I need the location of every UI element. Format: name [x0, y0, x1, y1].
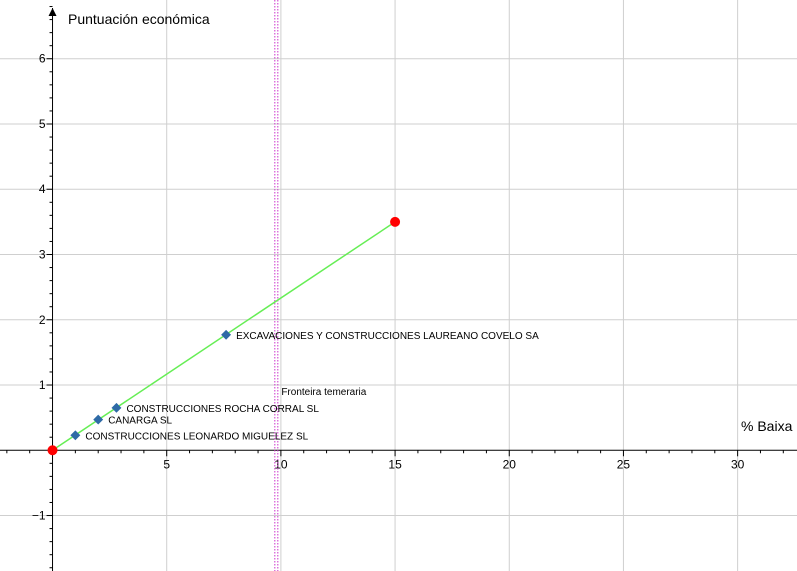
x-tick-label: 15 — [388, 457, 402, 471]
y-axis-arrow-icon — [48, 8, 57, 16]
x-tick-label: 5 — [163, 457, 170, 471]
x-tick-label: 30 — [731, 457, 745, 471]
data-point — [70, 430, 81, 441]
data-point — [221, 329, 232, 340]
data-point-label: CONSTRUCCIONES ROCHA CORRAL SL — [126, 404, 319, 415]
x-tick-label: 10 — [274, 457, 288, 471]
data-point — [111, 402, 122, 413]
y-tick-label: 3 — [39, 248, 46, 262]
endpoint-marker — [47, 445, 58, 456]
endpoint-marker — [390, 216, 401, 227]
y-tick-label: 1 — [39, 378, 46, 392]
threshold-group: Fronteira temeraria — [274, 0, 367, 571]
y-tick-label: −1 — [32, 509, 46, 523]
threshold-label: Fronteira temeraria — [281, 387, 366, 398]
x-tick-label: 20 — [503, 457, 517, 471]
x-tick-label: 25 — [617, 457, 631, 471]
x-axis-label: % Baixa — [741, 418, 793, 434]
y-axis-label: Puntuación económica — [68, 11, 210, 27]
y-tick-label: 4 — [39, 182, 46, 196]
data-point-label: EXCAVACIONES Y CONSTRUCCIONES LAUREANO C… — [236, 331, 539, 342]
y-tick-label: 2 — [39, 313, 46, 327]
tick-labels: 5 10 15 20 25 30 −1 1 2 3 4 5 6 — [32, 52, 745, 523]
series-group: CONSTRUCCIONES LEONARDO MIGUELEZ SL CANAR… — [47, 216, 539, 456]
data-point-label: CANARGA SL — [108, 416, 172, 427]
y-tick-label: 6 — [39, 52, 46, 66]
data-point — [93, 414, 104, 425]
y-tick-label: 5 — [39, 117, 46, 131]
data-point-label: CONSTRUCCIONES LEONARDO MIGUELEZ SL — [85, 431, 308, 442]
axes — [0, 6, 797, 571]
